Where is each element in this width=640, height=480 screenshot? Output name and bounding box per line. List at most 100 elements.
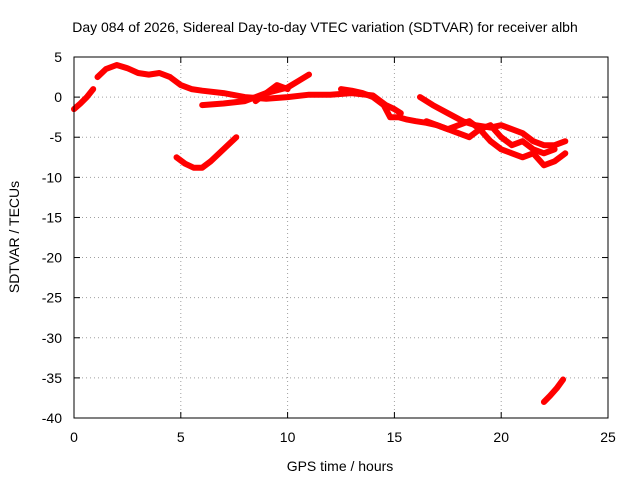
data-point <box>200 165 205 170</box>
series-line <box>417 94 569 149</box>
y-tick-label: -10 <box>42 169 62 185</box>
data-point <box>307 92 311 97</box>
data-point <box>136 71 141 75</box>
data-point <box>339 87 343 92</box>
data-point <box>488 123 493 128</box>
data-point <box>520 139 525 144</box>
data-point <box>552 159 557 164</box>
data-point <box>200 88 205 93</box>
axis-ticks: 0 5 10 15 20 25 5 0 -5 -10 -15 -20 -25 -30 -35 -40 <box>42 49 616 445</box>
data-point <box>531 139 536 144</box>
y-axis-title: SDTVAR / TECUs <box>6 181 22 293</box>
series-track-1 <box>71 86 97 113</box>
data-point <box>541 163 546 168</box>
x-axis-title: GPS time / hours <box>287 458 394 474</box>
data-point <box>552 147 557 152</box>
data-point <box>388 115 393 120</box>
data-point <box>174 155 179 160</box>
data-point <box>328 92 333 97</box>
y-tick-label: -35 <box>42 370 62 386</box>
x-tick-label: 25 <box>600 429 616 445</box>
data-point <box>520 131 525 136</box>
data-point <box>424 119 429 124</box>
data-point <box>234 135 239 140</box>
x-tick-label: 0 <box>70 429 78 445</box>
data-point <box>146 72 151 77</box>
data-point <box>84 95 89 100</box>
series-line <box>252 82 291 105</box>
series-track-8 <box>423 118 558 157</box>
data-point <box>552 143 557 148</box>
data-point <box>531 151 536 156</box>
y-tick-label: -5 <box>50 129 63 145</box>
data-point <box>509 127 514 132</box>
data-point <box>264 91 269 96</box>
data-point <box>208 159 213 164</box>
data-point <box>473 123 478 128</box>
y-tick-label: 0 <box>54 89 62 105</box>
data-point <box>221 91 226 96</box>
data-point <box>561 377 566 382</box>
y-tick-label: -40 <box>42 410 62 426</box>
data-point <box>563 139 568 144</box>
data-point <box>418 95 422 100</box>
data-point <box>371 95 375 100</box>
data-point <box>189 87 194 92</box>
data-point <box>95 75 100 80</box>
series-track-4 <box>252 82 291 105</box>
data-point <box>392 107 397 112</box>
series-track-9 <box>540 376 567 405</box>
data-point <box>456 123 461 128</box>
chart-title: Day 084 of 2026, Sidereal Day-to-day VTE… <box>72 19 578 35</box>
data-point <box>548 393 553 398</box>
data-point <box>445 111 450 116</box>
data-point <box>488 139 493 144</box>
y-tick-label: -20 <box>42 250 62 266</box>
data-point <box>253 99 258 104</box>
data-point <box>178 83 183 88</box>
data-point <box>157 71 162 75</box>
data-point <box>509 151 514 156</box>
data-point <box>349 88 354 93</box>
data-point <box>520 155 525 160</box>
data-point <box>445 127 450 132</box>
data-series <box>71 62 569 405</box>
data-point <box>285 95 290 100</box>
data-point <box>200 103 205 108</box>
data-point <box>360 91 365 96</box>
series-track-5 <box>173 134 240 171</box>
data-point <box>467 135 472 140</box>
data-point <box>499 135 504 140</box>
data-point <box>398 111 403 116</box>
x-tick-label: 20 <box>493 429 509 445</box>
data-point <box>405 117 410 122</box>
data-point <box>307 72 311 77</box>
data-point <box>413 119 418 124</box>
data-point <box>104 67 108 71</box>
data-point <box>541 400 546 404</box>
y-tick-label: -30 <box>42 330 62 346</box>
data-point <box>554 386 559 391</box>
data-point <box>114 63 119 67</box>
data-point <box>381 103 386 108</box>
data-point <box>285 87 290 92</box>
data-point <box>563 151 568 156</box>
y-tick-label: 5 <box>54 49 62 65</box>
data-point <box>541 143 546 148</box>
data-point <box>221 101 226 106</box>
series-track-6 <box>338 86 569 169</box>
data-point <box>477 127 482 132</box>
data-point <box>242 99 247 104</box>
data-point <box>225 143 230 148</box>
data-point <box>91 87 96 92</box>
x-tick-label: 5 <box>177 429 185 445</box>
x-tick-label: 15 <box>387 429 403 445</box>
data-point <box>242 95 247 100</box>
series-line <box>540 376 567 405</box>
data-point <box>217 151 222 156</box>
data-point <box>183 161 188 166</box>
data-point <box>296 79 301 84</box>
data-point <box>531 147 536 152</box>
data-point <box>168 75 173 80</box>
